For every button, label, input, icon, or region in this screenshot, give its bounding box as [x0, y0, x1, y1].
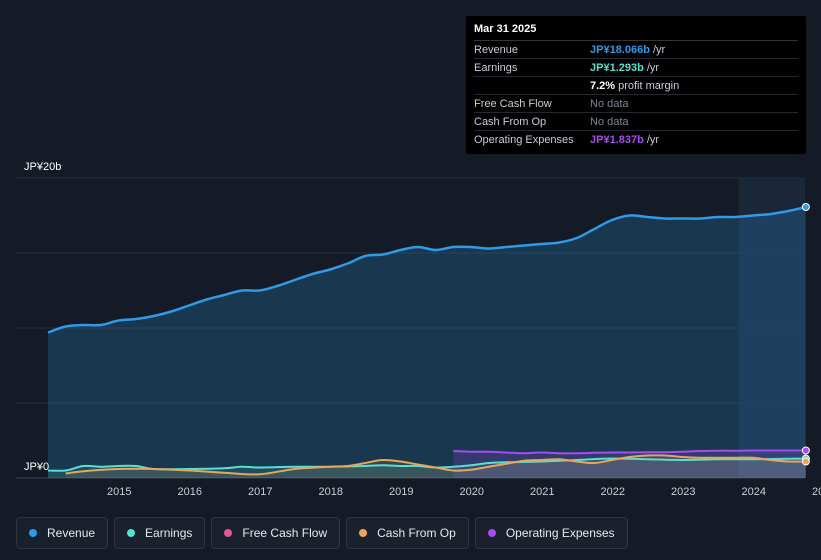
legend-item-cash-from-op[interactable]: Cash From Op [346, 517, 469, 549]
legend-label: Operating Expenses [505, 526, 615, 540]
tooltip-row-label: Operating Expenses [474, 133, 574, 146]
tooltip-row-label: Revenue [474, 43, 519, 56]
y-tick-label-bottom: JP¥0 [24, 461, 49, 473]
earnings-line [47, 457, 806, 472]
legend-dot-icon [359, 529, 368, 537]
legend-label: Revenue [47, 526, 96, 540]
tooltip-row: Cash From Op No data [474, 113, 798, 131]
legend-item-operating-expenses[interactable]: Operating Expenses [474, 517, 628, 549]
tooltip-row-value: JP¥1.837b/yr [590, 133, 660, 146]
legend-item-free-cash-flow[interactable]: Free Cash Flow [211, 517, 341, 549]
x-tick-label: 2022 [601, 486, 625, 498]
legend-dot-icon [224, 529, 233, 537]
legend-label: Earnings [145, 526, 193, 540]
x-tick-label: 2015 [107, 486, 131, 498]
tooltip-rows: Revenue JP¥18.066b/yr Earnings JP¥1.293b/yr… [474, 41, 798, 148]
revenue-line [47, 205, 807, 334]
tooltip-row-unit: /yr [646, 61, 660, 74]
tooltip-row-unit: /yr [652, 43, 666, 56]
tooltip-row: Operating Expenses JP¥1.837b/yr [474, 131, 798, 148]
legend-item-revenue[interactable]: Revenue [16, 517, 109, 549]
tooltip-row-value: No data [590, 115, 629, 128]
tooltip-row: Revenue JP¥18.066b/yr [474, 41, 798, 59]
revenue-area [48, 207, 806, 478]
tooltip-row: 7.2% profit margin [474, 77, 798, 95]
operating-expenses-line [453, 449, 806, 455]
tooltip-row-value: JP¥1.293b/yr [590, 61, 660, 74]
x-tick-label: 2016 [178, 486, 202, 498]
x-tick-label: 2025 [812, 486, 821, 498]
grid-lines [16, 177, 805, 479]
legend-dot-icon [487, 529, 496, 537]
tooltip-row-label: Free Cash Flow [474, 97, 552, 110]
tooltip-row-label: Earnings [474, 61, 518, 74]
x-tick-label: 2018 [319, 486, 343, 498]
x-tick-label: 2020 [460, 486, 484, 498]
cash-from-op-line [65, 454, 806, 476]
operating-expenses-end-marker [801, 446, 810, 455]
y-tick-label-top: JP¥20b [24, 161, 61, 173]
x-tick-label: 2021 [530, 486, 554, 498]
series-lines [47, 205, 807, 476]
x-tick-label: 2023 [671, 486, 695, 498]
tooltip-row-unit: /yr [646, 133, 660, 146]
highlight-band [738, 178, 805, 478]
cash-from-op-end-marker [801, 457, 810, 466]
legend: Revenue Earnings Free Cash Flow Cash From O… [16, 517, 628, 549]
legend-item-earnings[interactable]: Earnings [114, 517, 206, 549]
cash-from-op-area [65, 455, 806, 478]
tooltip-row-value: JP¥18.066b/yr [590, 43, 666, 56]
legend-dot-icon [29, 529, 37, 537]
tooltip-row-unit: profit margin [618, 79, 680, 92]
legend-dot-icon [127, 529, 136, 537]
x-tick-label: 2017 [248, 486, 272, 498]
revenue-end-marker [801, 203, 810, 212]
tooltip-row: Free Cash Flow No data [474, 95, 798, 113]
x-axis-ticks: 2015 2016 2017 2018 2019 2020 2021 2022 2023 2024… [107, 486, 821, 498]
tooltip-row-value: 7.2% profit margin [590, 79, 680, 92]
x-tick-label: 2024 [742, 486, 766, 498]
legend-label: Cash From Op [377, 526, 456, 540]
tooltip-row-label: Cash From Op [474, 115, 547, 128]
tooltip-date: Mar 31 2025 [474, 23, 798, 41]
legend-label: Free Cash Flow [242, 526, 328, 540]
tooltip-panel: Mar 31 2025 Revenue JP¥18.066b/yr Earnings… [466, 16, 806, 154]
tooltip-row-value: No data [590, 97, 629, 110]
end-markers [801, 203, 810, 466]
x-tick-label: 2019 [389, 486, 413, 498]
tooltip-row: Earnings JP¥1.293b/yr [474, 59, 798, 77]
